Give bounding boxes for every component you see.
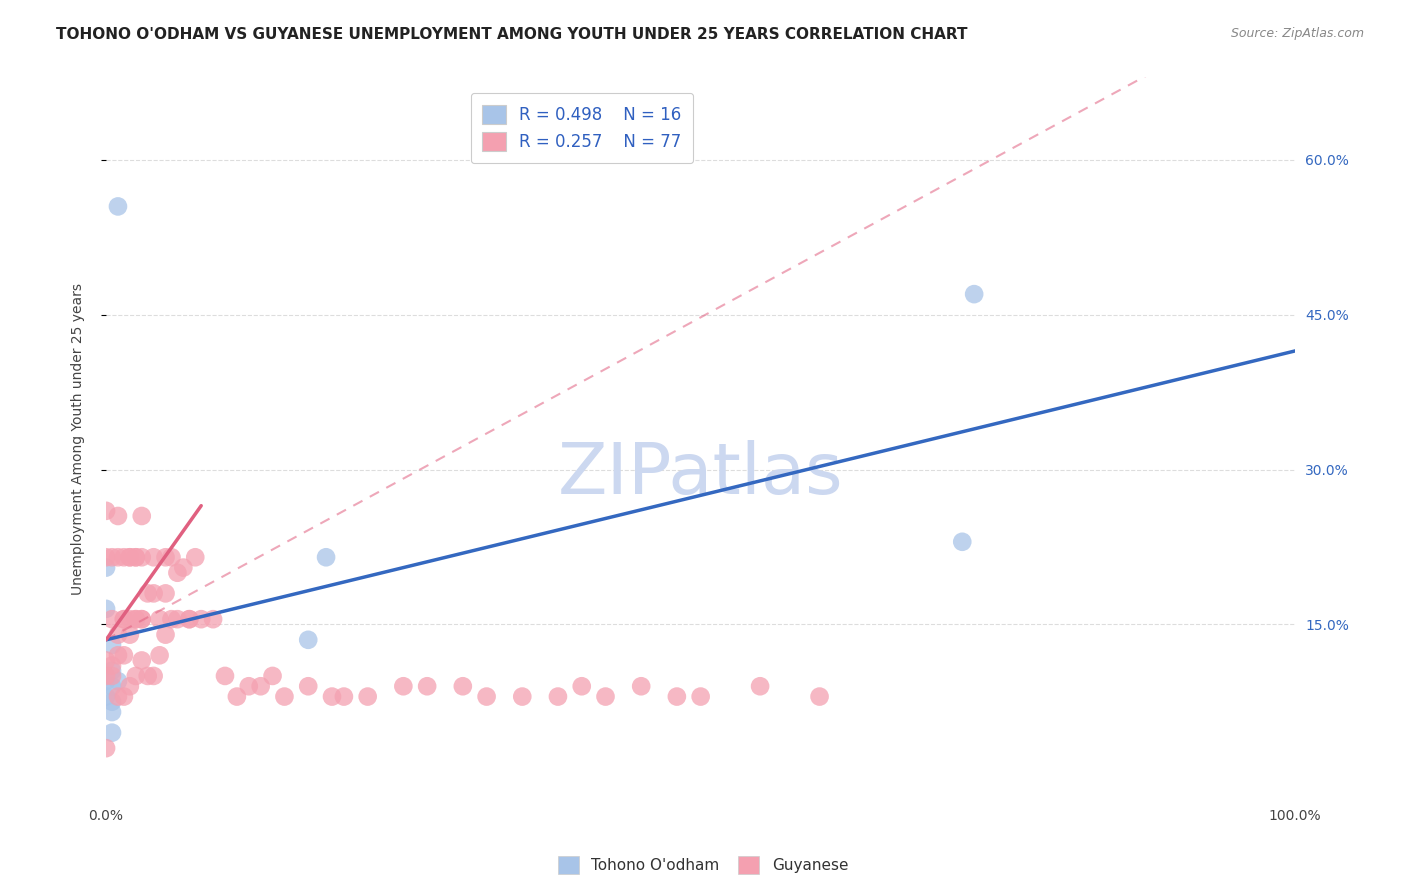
Point — [547, 690, 569, 704]
Point — [107, 648, 129, 663]
Point — [184, 550, 207, 565]
Point — [131, 550, 153, 565]
Point — [749, 679, 772, 693]
Point — [118, 550, 141, 565]
Point — [595, 690, 617, 704]
Point — [131, 612, 153, 626]
Point — [136, 586, 159, 600]
Point — [94, 653, 117, 667]
Point — [357, 690, 380, 704]
Point — [94, 504, 117, 518]
Point — [160, 612, 183, 626]
Point — [297, 679, 319, 693]
Point — [155, 586, 177, 600]
Point — [249, 679, 271, 693]
Y-axis label: Unemployment Among Youth under 25 years: Unemployment Among Youth under 25 years — [72, 283, 86, 595]
Point — [142, 550, 165, 565]
Point — [125, 669, 148, 683]
Point — [131, 612, 153, 626]
Point — [101, 638, 124, 652]
Point — [273, 690, 295, 704]
Point — [101, 669, 124, 683]
Point — [142, 669, 165, 683]
Point — [107, 674, 129, 689]
Point — [94, 602, 117, 616]
Text: Source: ZipAtlas.com: Source: ZipAtlas.com — [1230, 27, 1364, 40]
Point — [101, 705, 124, 719]
Point — [101, 695, 124, 709]
Point — [333, 690, 356, 704]
Point — [160, 550, 183, 565]
Point — [112, 690, 135, 704]
Point — [225, 690, 247, 704]
Point — [118, 550, 141, 565]
Point — [136, 669, 159, 683]
Point — [94, 560, 117, 574]
Point — [118, 627, 141, 641]
Point — [630, 679, 652, 693]
Point — [107, 550, 129, 565]
Point — [262, 669, 284, 683]
Point — [315, 550, 337, 565]
Point — [101, 679, 124, 693]
Point — [112, 648, 135, 663]
Point — [571, 679, 593, 693]
Point — [118, 679, 141, 693]
Point — [808, 690, 831, 704]
Point — [94, 669, 117, 683]
Point — [94, 674, 117, 689]
Point — [101, 550, 124, 565]
Point — [107, 199, 129, 213]
Point — [451, 679, 474, 693]
Point — [179, 612, 201, 626]
Point — [214, 669, 236, 683]
Point — [166, 566, 188, 580]
Point — [392, 679, 415, 693]
Legend: R = 0.498    N = 16, R = 0.257    N = 77: R = 0.498 N = 16, R = 0.257 N = 77 — [471, 93, 693, 163]
Point — [155, 627, 177, 641]
Point — [689, 690, 711, 704]
Point — [94, 690, 117, 704]
Point — [118, 612, 141, 626]
Point — [510, 690, 533, 704]
Point — [101, 725, 124, 739]
Point — [155, 550, 177, 565]
Point — [125, 550, 148, 565]
Point — [179, 612, 201, 626]
Point — [202, 612, 225, 626]
Point — [131, 653, 153, 667]
Point — [112, 612, 135, 626]
Point — [297, 632, 319, 647]
Point — [963, 287, 986, 301]
Point — [665, 690, 688, 704]
Point — [94, 741, 117, 756]
Point — [112, 550, 135, 565]
Point — [131, 508, 153, 523]
Point — [149, 648, 172, 663]
Point — [107, 627, 129, 641]
Point — [238, 679, 260, 693]
Point — [101, 664, 124, 678]
Point — [125, 612, 148, 626]
Point — [112, 612, 135, 626]
Point — [101, 612, 124, 626]
Point — [142, 586, 165, 600]
Text: ZIPatlas: ZIPatlas — [558, 441, 844, 509]
Text: TOHONO O'ODHAM VS GUYANESE UNEMPLOYMENT AMONG YOUTH UNDER 25 YEARS CORRELATION C: TOHONO O'ODHAM VS GUYANESE UNEMPLOYMENT … — [56, 27, 967, 42]
Point — [107, 690, 129, 704]
Legend: Tohono O'odham, Guyanese: Tohono O'odham, Guyanese — [551, 850, 855, 880]
Point — [149, 612, 172, 626]
Point — [125, 612, 148, 626]
Point — [166, 612, 188, 626]
Point — [101, 658, 124, 673]
Point — [950, 534, 973, 549]
Point — [416, 679, 439, 693]
Point — [94, 550, 117, 565]
Point — [107, 508, 129, 523]
Point — [475, 690, 498, 704]
Point — [172, 560, 194, 574]
Point — [321, 690, 343, 704]
Point — [190, 612, 212, 626]
Point — [125, 550, 148, 565]
